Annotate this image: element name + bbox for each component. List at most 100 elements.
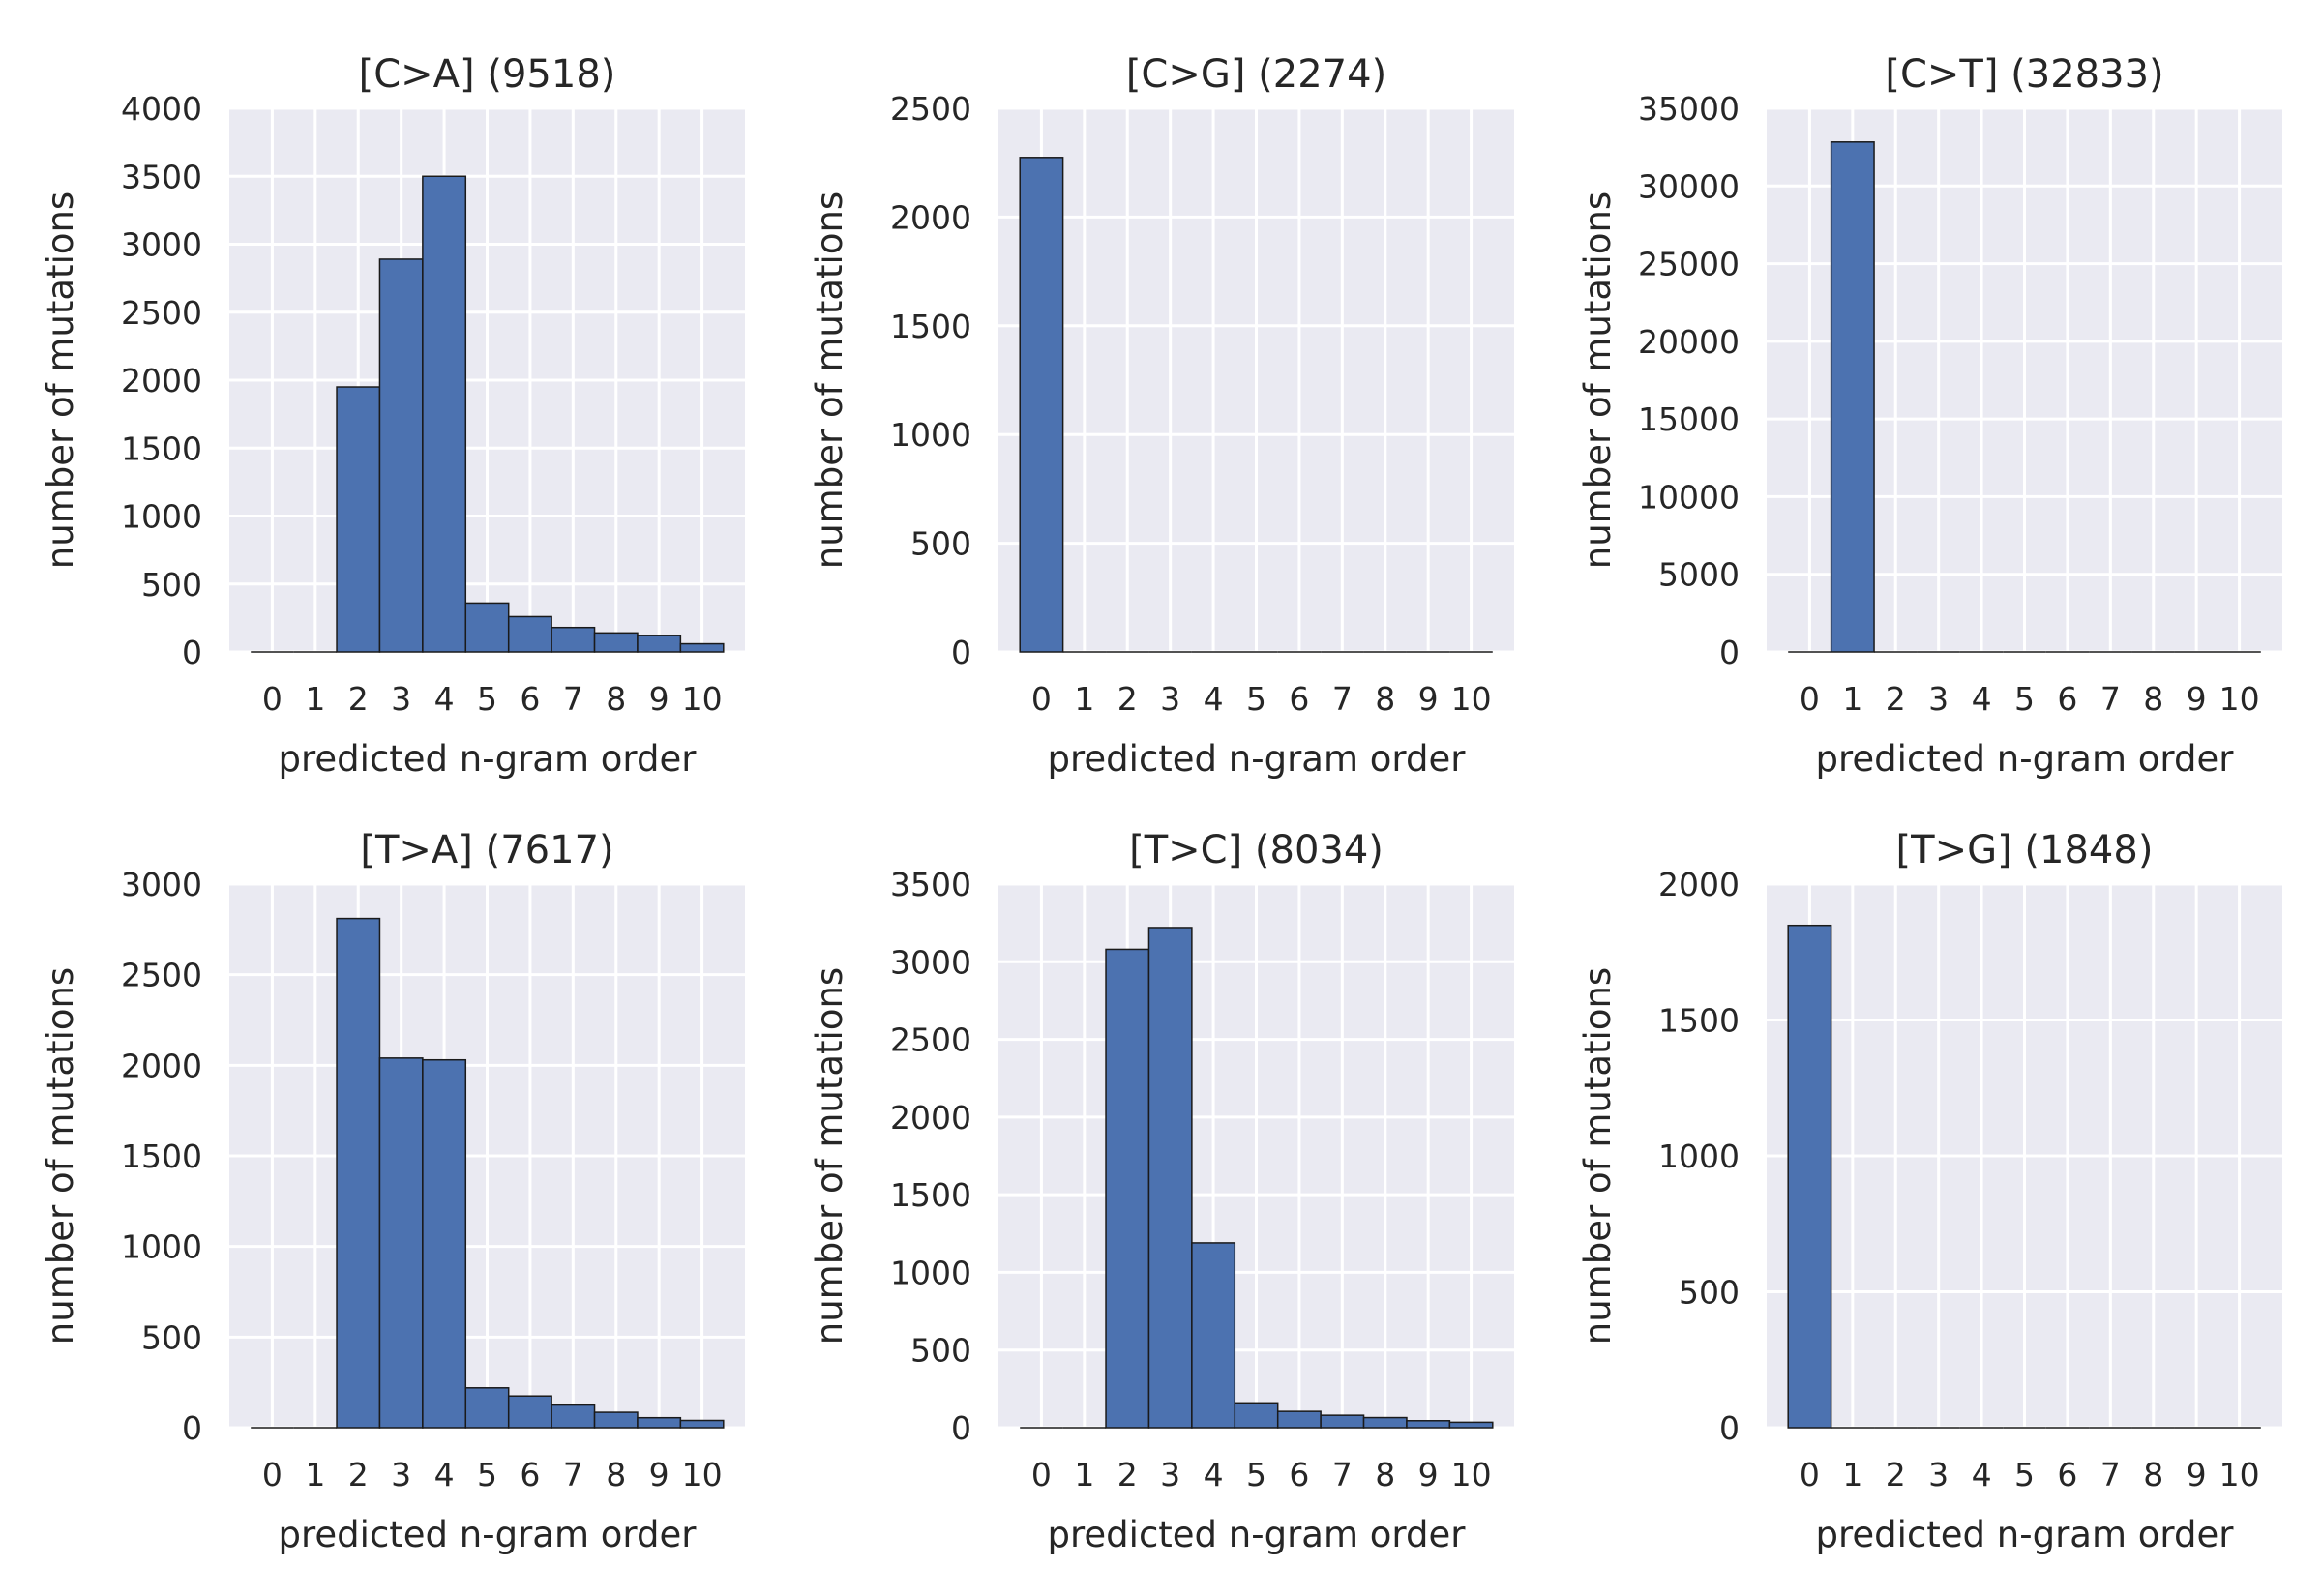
x-tick-label: 3 bbox=[1160, 1456, 1180, 1493]
bar bbox=[507, 615, 552, 653]
bar bbox=[637, 1416, 682, 1429]
bar bbox=[1191, 1242, 1236, 1429]
bar bbox=[378, 1057, 424, 1429]
chart-title: [C>T] (32833) bbox=[1885, 52, 2163, 97]
x-tick-label: 10 bbox=[2219, 1456, 2260, 1493]
y-axis-label: number of mutations bbox=[1577, 192, 1619, 569]
x-tick-label: 2 bbox=[348, 1456, 369, 1493]
x-tick-label: 1 bbox=[305, 1456, 325, 1493]
bar bbox=[422, 175, 467, 653]
y-axis-label: number of mutations bbox=[809, 192, 850, 569]
x-tick-label: 10 bbox=[1451, 1456, 1492, 1493]
x-tick-label: 9 bbox=[1418, 680, 1439, 718]
y-tick-label: 2500 bbox=[121, 294, 202, 332]
y-tick-label: 0 bbox=[1719, 634, 1740, 671]
x-axis-label: predicted n-gram order bbox=[1816, 738, 2235, 780]
x-tick-label: 8 bbox=[1375, 1456, 1395, 1493]
y-tick-label: 3500 bbox=[890, 866, 971, 903]
y-tick-label: 1000 bbox=[121, 1228, 202, 1266]
x-tick-label: 0 bbox=[1031, 680, 1052, 718]
y-tick-label: 2000 bbox=[890, 1099, 971, 1137]
x-tick-label: 9 bbox=[2187, 1456, 2207, 1493]
x-tick-label: 7 bbox=[563, 680, 583, 718]
x-tick-label: 0 bbox=[1800, 680, 1820, 718]
x-axis-label: predicted n-gram order bbox=[279, 738, 698, 780]
x-tick-label: 9 bbox=[2187, 680, 2207, 718]
x-axis-label: predicted n-gram order bbox=[1816, 1514, 2235, 1555]
x-tick-label: 4 bbox=[1204, 1456, 1224, 1493]
y-tick-label: 2500 bbox=[890, 90, 971, 128]
y-tick-label: 0 bbox=[1719, 1409, 1740, 1447]
x-tick-label: 5 bbox=[1246, 1456, 1266, 1493]
y-tick-label: 2500 bbox=[890, 1021, 971, 1059]
bar bbox=[593, 1411, 639, 1429]
x-tick-label: 6 bbox=[2057, 1456, 2077, 1493]
y-tick-label: 3000 bbox=[121, 866, 202, 903]
bar bbox=[551, 626, 596, 653]
y-axis-label: number of mutations bbox=[809, 967, 850, 1345]
x-tick-label: 4 bbox=[1972, 1456, 1992, 1493]
bar bbox=[336, 386, 381, 653]
x-tick-label: 6 bbox=[520, 680, 540, 718]
x-tick-label: 8 bbox=[606, 1456, 626, 1493]
x-tick-label: 0 bbox=[262, 680, 283, 718]
x-tick-label: 3 bbox=[1928, 1456, 1949, 1493]
y-tick-label: 3000 bbox=[121, 226, 202, 264]
y-tick-label: 500 bbox=[141, 566, 202, 604]
y-tick-label: 25000 bbox=[1638, 246, 1740, 283]
x-tick-label: 4 bbox=[1972, 680, 1992, 718]
x-tick-label: 3 bbox=[1160, 680, 1180, 718]
y-tick-label: 500 bbox=[910, 1332, 971, 1370]
y-axis-label: number of mutations bbox=[1577, 967, 1619, 1345]
y-tick-label: 2000 bbox=[1658, 866, 1740, 903]
x-tick-label: 9 bbox=[649, 680, 670, 718]
x-tick-label: 0 bbox=[1800, 1456, 1820, 1493]
y-axis-label: number of mutations bbox=[40, 967, 81, 1345]
y-tick-label: 1500 bbox=[1658, 1002, 1740, 1040]
y-tick-label: 20000 bbox=[1638, 323, 1740, 361]
x-tick-label: 1 bbox=[305, 680, 325, 718]
x-tick-label: 6 bbox=[1289, 680, 1309, 718]
x-tick-label: 7 bbox=[1332, 1456, 1353, 1493]
x-tick-label: 2 bbox=[1886, 680, 1906, 718]
bar bbox=[1787, 924, 1832, 1429]
y-tick-label: 0 bbox=[951, 634, 971, 671]
y-tick-label: 0 bbox=[182, 634, 202, 671]
y-tick-label: 2500 bbox=[121, 957, 202, 994]
bar bbox=[679, 1419, 725, 1429]
y-tick-label: 1500 bbox=[890, 308, 971, 345]
x-tick-label: 3 bbox=[391, 1456, 411, 1493]
x-tick-label: 3 bbox=[1928, 680, 1949, 718]
x-tick-label: 10 bbox=[682, 1456, 723, 1493]
x-tick-label: 2 bbox=[348, 680, 369, 718]
bar bbox=[422, 1058, 467, 1429]
chart-title: [C>G] (2274) bbox=[1126, 52, 1386, 97]
bar bbox=[1147, 927, 1193, 1429]
bar bbox=[1320, 1414, 1365, 1429]
bar bbox=[507, 1395, 552, 1429]
y-tick-label: 500 bbox=[910, 525, 971, 563]
y-tick-label: 0 bbox=[951, 1409, 971, 1447]
x-tick-label: 10 bbox=[1451, 680, 1492, 718]
bar bbox=[1105, 948, 1150, 1429]
x-tick-label: 8 bbox=[2143, 680, 2163, 718]
x-tick-label: 7 bbox=[2100, 680, 2121, 718]
x-tick-label: 2 bbox=[1886, 1456, 1906, 1493]
x-tick-label: 1 bbox=[1842, 1456, 1862, 1493]
bar bbox=[336, 917, 381, 1429]
x-tick-label: 9 bbox=[1418, 1456, 1439, 1493]
y-tick-label: 1500 bbox=[890, 1176, 971, 1214]
x-tick-label: 4 bbox=[1204, 680, 1224, 718]
x-tick-label: 7 bbox=[2100, 1456, 2121, 1493]
bar bbox=[1019, 157, 1064, 653]
y-tick-label: 4000 bbox=[121, 90, 202, 128]
y-tick-label: 1000 bbox=[121, 498, 202, 536]
y-tick-label: 3500 bbox=[121, 158, 202, 195]
x-tick-label: 5 bbox=[2014, 680, 2035, 718]
x-tick-label: 10 bbox=[682, 680, 723, 718]
x-tick-label: 8 bbox=[606, 680, 626, 718]
